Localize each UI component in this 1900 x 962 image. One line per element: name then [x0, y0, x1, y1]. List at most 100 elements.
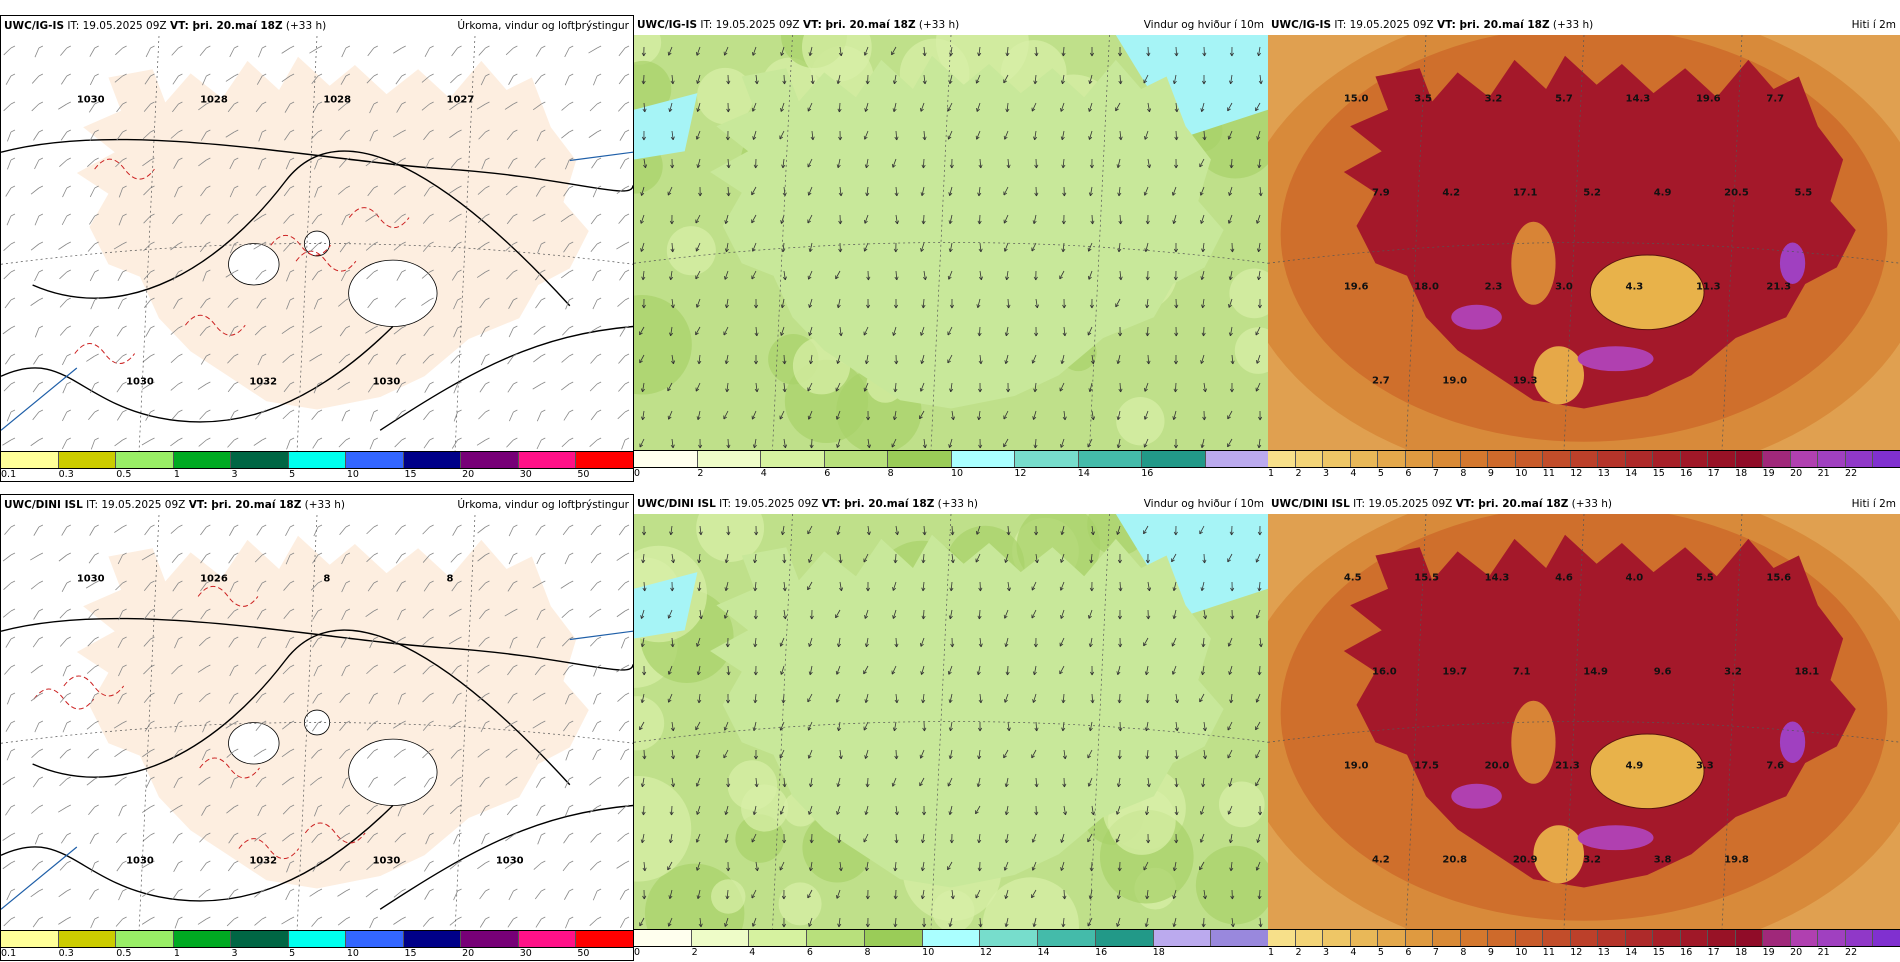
legend-swatch	[59, 452, 117, 468]
legend-swatch	[761, 451, 825, 467]
legend-swatch	[1818, 930, 1846, 946]
legend-tick-label: 8	[1460, 947, 1466, 958]
panel-header: UWC/IG-IS IT: 19.05.2025 09Z VT: þri. 20…	[1268, 15, 1900, 35]
legend-swatch	[1846, 930, 1874, 946]
temperature-label: 14.9	[1583, 666, 1608, 677]
legend-tick-label: 15	[1653, 947, 1665, 958]
panel-title: Hiti í 2m	[1852, 494, 1896, 514]
legend-swatch	[1433, 451, 1461, 467]
legend-swatch	[1406, 451, 1434, 467]
temperature-label: 4.6	[1555, 572, 1573, 583]
legend-swatch	[576, 452, 633, 468]
legend-tick-label: 5	[289, 469, 295, 480]
legend-swatch	[1096, 930, 1154, 946]
temperature-label: 19.3	[1513, 376, 1538, 387]
valid-time: VT: þri. 20.maí 18Z	[1456, 498, 1569, 510]
temperature-label: 19.0	[1442, 376, 1467, 387]
legend-tick-label: 22	[1845, 468, 1857, 479]
temperature-label: 5.2	[1583, 187, 1601, 198]
legend-swatch	[404, 931, 462, 947]
init-time: IT: 19.05.2025 09Z	[697, 19, 803, 31]
legend-tick-label: 6	[807, 947, 813, 958]
map-wind	[634, 35, 1268, 450]
model-label: UWC/DINI ISL	[637, 498, 716, 510]
panel-header: UWC/DINI ISL IT: 19.05.2025 09Z VT: þri.…	[1268, 494, 1900, 514]
legend-swatch	[1543, 451, 1571, 467]
temperature-label: 7.7	[1766, 93, 1784, 104]
legend-tick-label: 12	[1570, 947, 1582, 958]
legend-colorbar	[634, 929, 1268, 947]
pressure-label: 1032	[249, 856, 277, 867]
panel-title: Vindur og hviður í 10m	[1144, 15, 1264, 35]
legend-swatch	[888, 451, 952, 467]
temperature-label: 14.3	[1626, 93, 1651, 104]
pressure-label: 1030	[496, 856, 524, 867]
legend-swatch	[1, 931, 59, 947]
map-area	[634, 514, 1268, 929]
temperature-label: 20.9	[1513, 855, 1538, 866]
legend-tick-label: 14	[1037, 947, 1049, 958]
legend-swatch	[865, 930, 923, 946]
temperature-label: 2.3	[1485, 282, 1503, 293]
temperature-label: 7.1	[1513, 666, 1531, 677]
panel-header: UWC/IG-IS IT: 19.05.2025 09Z VT: þri. 20…	[634, 15, 1268, 35]
temperature-label: 7.6	[1766, 761, 1784, 772]
legend-swatch	[1154, 930, 1212, 946]
legend-tick-label: 14	[1625, 468, 1637, 479]
model-label: UWC/IG-IS	[637, 19, 697, 31]
legend-tick-label: 2	[692, 947, 698, 958]
legend-swatch	[1763, 930, 1791, 946]
legend-swatch	[1571, 930, 1599, 946]
init-time: IT: 19.05.2025 09Z	[64, 20, 170, 32]
valid-time: VT: þri. 20.maí 18Z	[822, 498, 935, 510]
temperature-label: 16.0	[1372, 666, 1397, 677]
legend-tick-label: 12	[980, 947, 992, 958]
legend-tick-label: 9	[1488, 468, 1494, 479]
legend-tick-label: 2	[1295, 468, 1301, 479]
temperature-label: 4.9	[1626, 761, 1644, 772]
legend-swatch	[289, 931, 347, 947]
pressure-label: 1030	[77, 573, 105, 584]
temperature-label: 4.9	[1654, 187, 1672, 198]
legend-tick-label: 10	[1515, 468, 1527, 479]
pressure-label: 1030	[373, 856, 401, 867]
pressure-label: 1028	[200, 94, 228, 105]
legend-tick-label: 10	[1515, 947, 1527, 958]
temperature-label: 15.5	[1414, 572, 1439, 583]
legend-tick-label: 20	[1790, 947, 1802, 958]
panel-title: Úrkoma, vindur og loftþrýstingur	[457, 16, 629, 36]
legend-tick-label: 7	[1433, 468, 1439, 479]
lead-time: (+33 h)	[301, 499, 345, 511]
legend-swatch	[825, 451, 889, 467]
legend-swatch	[1351, 930, 1379, 946]
legend-swatch	[1268, 930, 1296, 946]
legend-tick-label: 22	[1845, 947, 1857, 958]
legend-swatch	[698, 451, 762, 467]
legend-tick-label: 7	[1433, 947, 1439, 958]
legend-tick-label: 18	[1735, 468, 1747, 479]
temperature-label: 4.2	[1442, 187, 1460, 198]
legend-swatch	[1791, 930, 1819, 946]
lead-time: (+33 h)	[916, 19, 960, 31]
valid-time: VT: þri. 20.maí 18Z	[189, 499, 302, 511]
temperature-label: 11.3	[1696, 282, 1721, 293]
temperature-label: 21.3	[1555, 761, 1580, 772]
legend-swatch	[1873, 930, 1900, 946]
legend-swatch	[749, 930, 807, 946]
legend-tick-label: 13	[1598, 947, 1610, 958]
legend-swatch	[1736, 451, 1764, 467]
legend-tick-label: 5	[1378, 947, 1384, 958]
legend-colorbar	[1268, 929, 1900, 947]
legend-tick-label: 6	[1405, 468, 1411, 479]
init-time: IT: 19.05.2025 09Z	[716, 498, 822, 510]
pressure-label: 1030	[373, 377, 401, 388]
temperature-label: 3.2	[1485, 93, 1503, 104]
legend-swatch	[1296, 930, 1324, 946]
legend-tick-label: 4	[1350, 947, 1356, 958]
legend-swatch	[231, 931, 289, 947]
